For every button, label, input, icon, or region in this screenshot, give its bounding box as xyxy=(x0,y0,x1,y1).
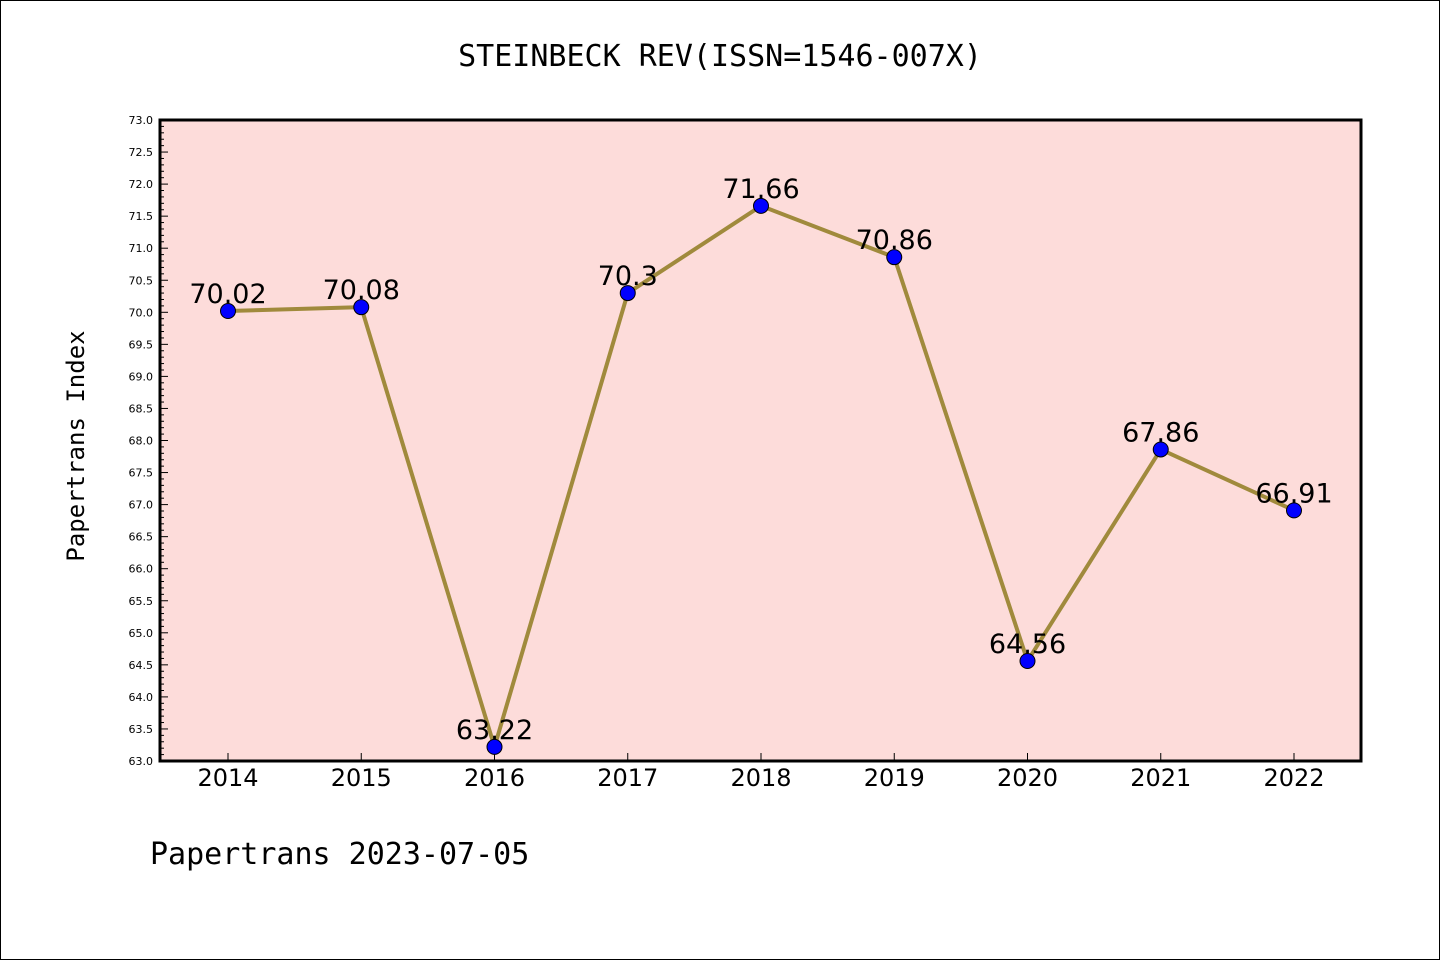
y-tick-label: 67.0 xyxy=(129,499,154,512)
y-tick-label: 64.5 xyxy=(129,659,154,672)
x-axis: 2014 2015 2016 2017 2018 2019 2020 2021 2022 xyxy=(197,753,1325,792)
x-tick-label: 2015 xyxy=(331,764,392,792)
x-tick-label: 2020 xyxy=(997,764,1058,792)
data-point-marker xyxy=(619,285,636,302)
y-tick-label: 65.0 xyxy=(129,627,154,640)
data-label: 66.91 xyxy=(1255,478,1332,509)
y-tick-label: 71.0 xyxy=(129,242,154,255)
y-tick-label: 68.0 xyxy=(129,435,154,448)
plot-frame xyxy=(158,118,1363,763)
y-axis-label: Papertrans Index xyxy=(62,330,90,561)
x-tick-label: 2016 xyxy=(464,764,525,792)
data-label: 67.86 xyxy=(1122,417,1199,448)
y-tick-label: 73.0 xyxy=(129,114,154,127)
y-tick-label: 67.5 xyxy=(129,467,154,480)
data-label: 70.02 xyxy=(189,279,266,310)
data-point-marker xyxy=(886,249,903,266)
y-tick-label: 66.0 xyxy=(129,563,154,576)
y-tick-label: 63.0 xyxy=(129,755,154,768)
y-tick-label: 72.0 xyxy=(129,178,154,191)
data-point-marker xyxy=(1286,502,1302,519)
data-point-marker xyxy=(353,299,370,316)
data-point-marker xyxy=(486,738,503,755)
y-tick-label: 63.5 xyxy=(129,723,154,736)
y-tick-label: 68.5 xyxy=(129,402,154,415)
footer-source-date: Papertrans 2023-07-05 xyxy=(150,837,529,872)
y-tick-label: 71.5 xyxy=(129,210,154,223)
y-tick-label: 72.5 xyxy=(129,146,154,159)
y-tick-label: 66.5 xyxy=(129,531,154,544)
data-label: 63.22 xyxy=(456,715,533,746)
x-tick-label: 2018 xyxy=(730,764,791,792)
data-label: 64.56 xyxy=(989,629,1066,660)
data-label: 71.66 xyxy=(722,174,799,205)
chart-title: STEINBECK REV(ISSN=1546-007X) xyxy=(458,39,982,74)
data-point-marker xyxy=(1019,653,1036,670)
series-papertrans-index: 70.02 70.08 63.22 70.3 71.66 70.86 64.56 67.86 6… xyxy=(189,174,1333,755)
x-tick-label: 2017 xyxy=(597,764,658,792)
data-point-marker xyxy=(1152,441,1169,458)
y-tick-label: 69.5 xyxy=(129,338,154,351)
y-tick-label: 70.5 xyxy=(129,274,154,287)
x-tick-label: 2021 xyxy=(1130,764,1191,792)
plot-area xyxy=(160,120,1361,761)
y-tick-label: 64.0 xyxy=(129,691,154,704)
y-tick-label: 65.5 xyxy=(129,595,154,608)
data-label: 70.3 xyxy=(598,261,658,292)
data-label: 70.86 xyxy=(856,225,933,256)
y-tick-label: 70.0 xyxy=(129,306,154,319)
y-tick-label: 69.0 xyxy=(129,370,154,383)
data-point-marker xyxy=(753,197,769,214)
x-tick-label: 2022 xyxy=(1263,764,1324,792)
x-tick-label: 2014 xyxy=(197,764,258,792)
data-point-marker xyxy=(220,303,236,320)
x-tick-label: 2019 xyxy=(864,764,925,792)
data-label: 70.08 xyxy=(323,275,400,306)
